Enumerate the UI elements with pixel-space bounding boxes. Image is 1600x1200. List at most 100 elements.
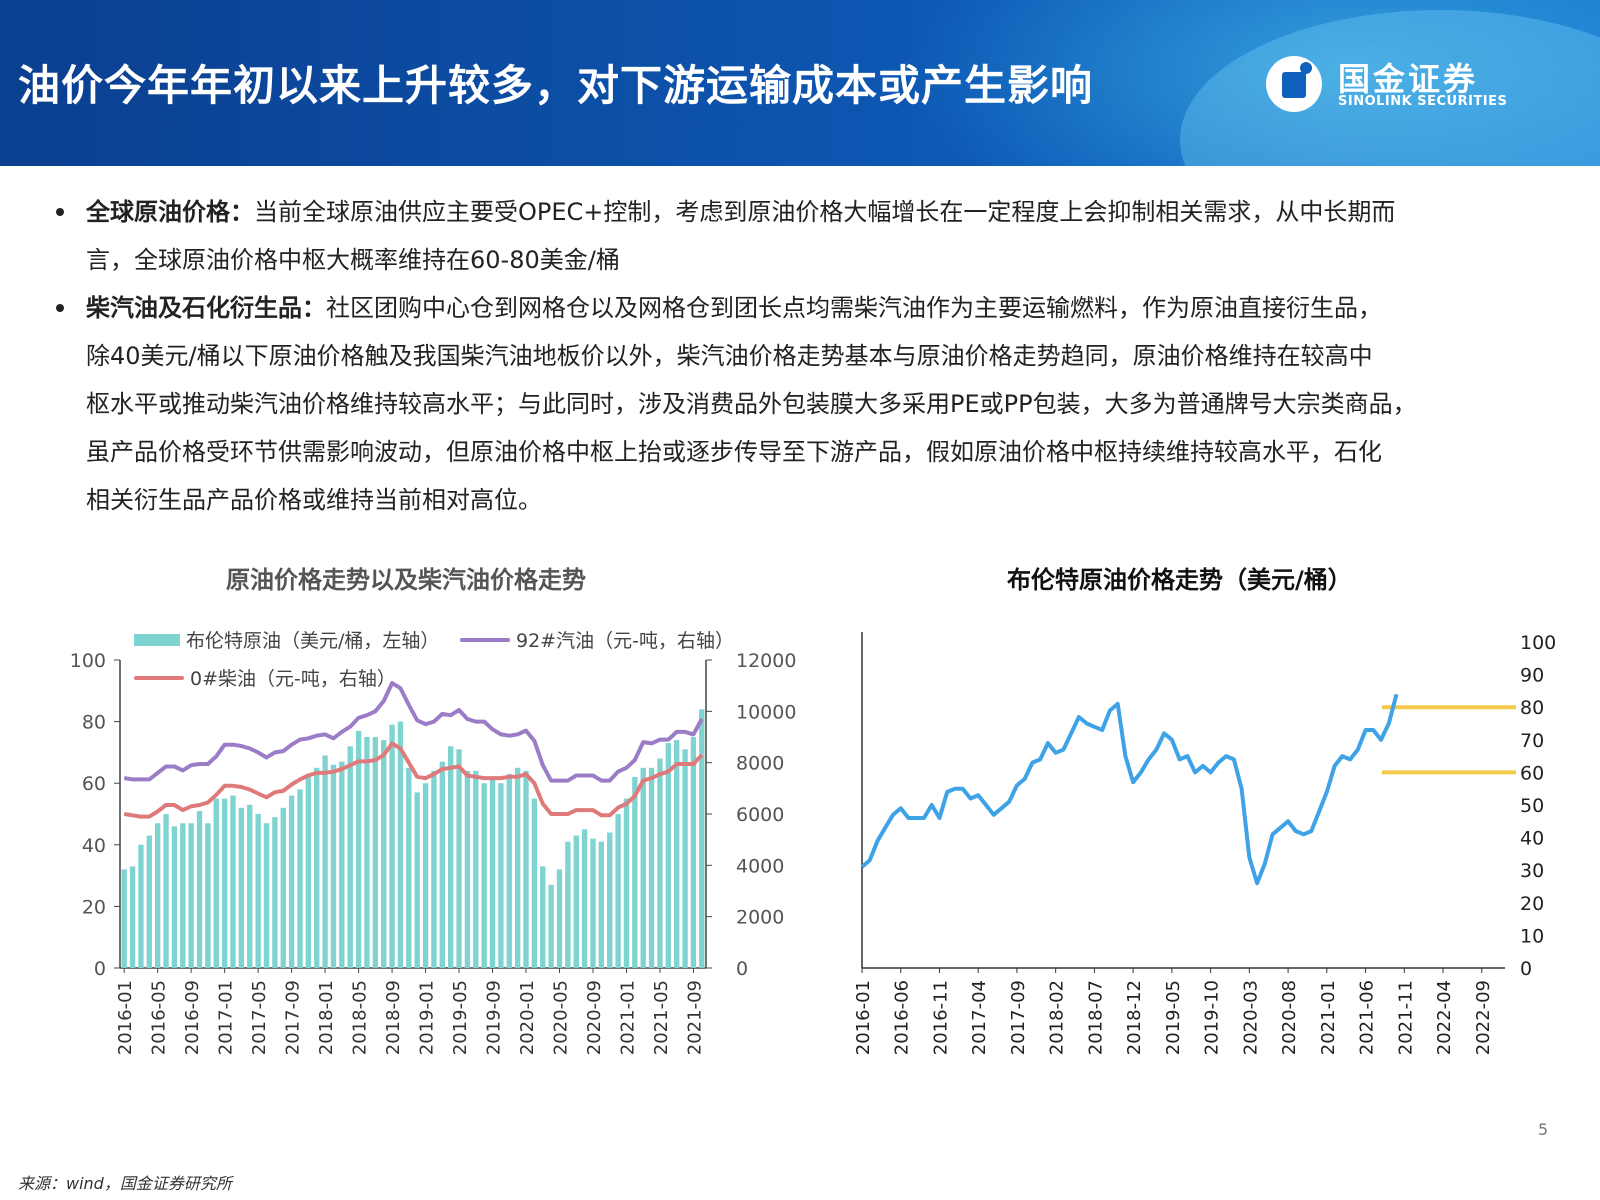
page-number: 5 (1538, 1120, 1549, 1139)
bar (230, 795, 236, 968)
y-tick-label: 20 (1520, 893, 1544, 915)
y-tick-label: 40 (1520, 828, 1544, 850)
bar (665, 743, 672, 968)
bullet-dot-icon (56, 208, 64, 216)
bar (146, 835, 152, 968)
bar (288, 795, 295, 968)
x-tick-label: 2020-05 (551, 980, 572, 1055)
y-tick-label: 100 (1520, 632, 1556, 654)
y-left-tick-label: 40 (82, 835, 106, 857)
legend-label: 92#汽油（元-吨，右轴） (516, 630, 734, 652)
x-tick-label: 2020-08 (1279, 980, 1300, 1055)
legend-swatch-icon (460, 637, 510, 642)
y-left-tick-label: 60 (82, 773, 106, 795)
bar (456, 749, 462, 968)
bar (489, 777, 496, 968)
bullet-label: 全球原油价格： (86, 198, 254, 226)
x-tick-label: 2018-12 (1124, 980, 1145, 1055)
y-tick-label: 10 (1520, 925, 1544, 947)
bar (389, 724, 395, 968)
bullet-text-line: 虽产品价格受环节供需影响波动，但原油价格中枢上抬或逐步传导至下游产品，假如原油价… (86, 438, 1382, 466)
y-tick-label: 90 (1520, 665, 1544, 687)
bullet-text-line: 相关衍生品产品价格或维持当前相对高位。 (86, 486, 542, 514)
y-right-tick-label: 4000 (736, 855, 784, 877)
bar (213, 798, 219, 968)
bar (163, 814, 169, 968)
x-tick-label: 2020-09 (584, 980, 605, 1055)
y-tick-label: 80 (1520, 697, 1544, 719)
x-tick-label: 2017-01 (216, 980, 237, 1055)
bar (498, 783, 504, 968)
x-tick-label: 2018-05 (350, 980, 371, 1055)
bar (121, 869, 127, 968)
bullet-list: 全球原油价格：当前全球原油供应主要受OPEC+控制，考虑到原油价格大幅增长在一定… (52, 188, 1572, 524)
bar (422, 783, 429, 968)
y-right-tick-label: 2000 (736, 907, 784, 929)
logo-english-name: SINOLINK SECURITIES (1338, 94, 1508, 109)
bar (171, 826, 178, 968)
bar (314, 767, 320, 968)
bar (154, 823, 161, 968)
x-tick-label: 2021-06 (1357, 980, 1378, 1055)
bullet-text-line: 社区团购中心仓到网格仓以及网格仓到团长点均需柴汽油作为主要运输燃料，作为原油直接… (326, 294, 1382, 322)
x-tick-label: 2018-09 (383, 980, 404, 1055)
bar (657, 758, 663, 968)
bar (339, 761, 345, 968)
gasoline-series-line (123, 681, 704, 783)
bullet-text-line: 言，全球原油价格中枢大概率维持在60-80美金/桶 (86, 246, 620, 274)
bar (682, 749, 688, 968)
x-tick-label: 2017-09 (1008, 980, 1029, 1055)
bar (414, 792, 420, 968)
bar (397, 721, 404, 968)
bullet-item: 全球原油价格：当前全球原油供应主要受OPEC+控制，考虑到原油价格大幅增长在一定… (52, 188, 1572, 284)
bar (699, 709, 705, 968)
bar (640, 767, 646, 968)
y-left-tick-label: 80 (82, 712, 106, 734)
x-tick-label: 2018-01 (316, 980, 337, 1055)
bar (205, 823, 211, 968)
bar (473, 770, 479, 968)
bar (221, 798, 228, 968)
bar (581, 829, 588, 968)
x-tick-label: 2016-05 (149, 980, 170, 1055)
source-note: 来源：wind，国金证券研究所 (18, 1174, 232, 1193)
x-tick-label: 2019-05 (450, 980, 471, 1055)
bar (439, 761, 445, 968)
x-tick-label: 2016-01 (115, 980, 136, 1055)
x-tick-label: 2016-06 (892, 980, 913, 1055)
chart2-title: 布伦特原油价格走势（美元/桶） (1007, 566, 1352, 594)
y-right-tick-label: 0 (736, 958, 748, 980)
x-tick-label: 2018-07 (1085, 980, 1106, 1055)
chart2-line-chart: 0 10 20 30 40 50 60 70 80 90 100 2016-01 2016-06 2016… (853, 632, 1556, 1055)
bullet-text-line: 枢水平或推动柴汽油价格维持较高水平；与此同时，涉及消费品外包装膜大多采用PE或P… (86, 390, 1417, 418)
logo-chinese-name: 国金证券 (1338, 60, 1479, 98)
bar (506, 773, 512, 968)
bar (381, 740, 387, 968)
bar (607, 832, 613, 968)
y-tick-label: 70 (1520, 730, 1544, 752)
bullet-label: 柴汽油及石化衍生品： (86, 294, 326, 322)
y-left-tick-label: 20 (82, 896, 106, 918)
y-right-tick-label: 8000 (736, 753, 784, 775)
x-tick-label: 2017-09 (283, 980, 304, 1055)
bar (548, 884, 554, 968)
bar (180, 823, 186, 968)
bullet-dot-icon (56, 304, 64, 312)
x-tick-label: 2020-01 (517, 980, 538, 1055)
bar (322, 755, 328, 968)
y-right-tick-label: 6000 (736, 804, 784, 826)
x-tick-label: 2021-01 (617, 980, 638, 1055)
brent-series-line (860, 693, 1399, 886)
x-tick-label: 2019-01 (417, 980, 438, 1055)
bar (255, 814, 261, 968)
x-tick-label: 2019-05 (1163, 980, 1184, 1055)
y-tick-label: 0 (1520, 958, 1532, 980)
bar (540, 866, 546, 968)
x-tick-label: 2016-11 (930, 980, 951, 1055)
bar (263, 823, 270, 968)
bar (674, 740, 680, 968)
page-title: 油价今年年初以来上升较多，对下游运输成本或产生影响 (18, 61, 1094, 110)
x-tick-label: 2021-05 (651, 980, 672, 1055)
bar (347, 746, 353, 968)
bar (305, 773, 312, 968)
